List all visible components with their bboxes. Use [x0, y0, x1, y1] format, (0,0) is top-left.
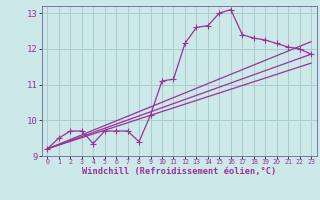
X-axis label: Windchill (Refroidissement éolien,°C): Windchill (Refroidissement éolien,°C)	[82, 167, 276, 176]
